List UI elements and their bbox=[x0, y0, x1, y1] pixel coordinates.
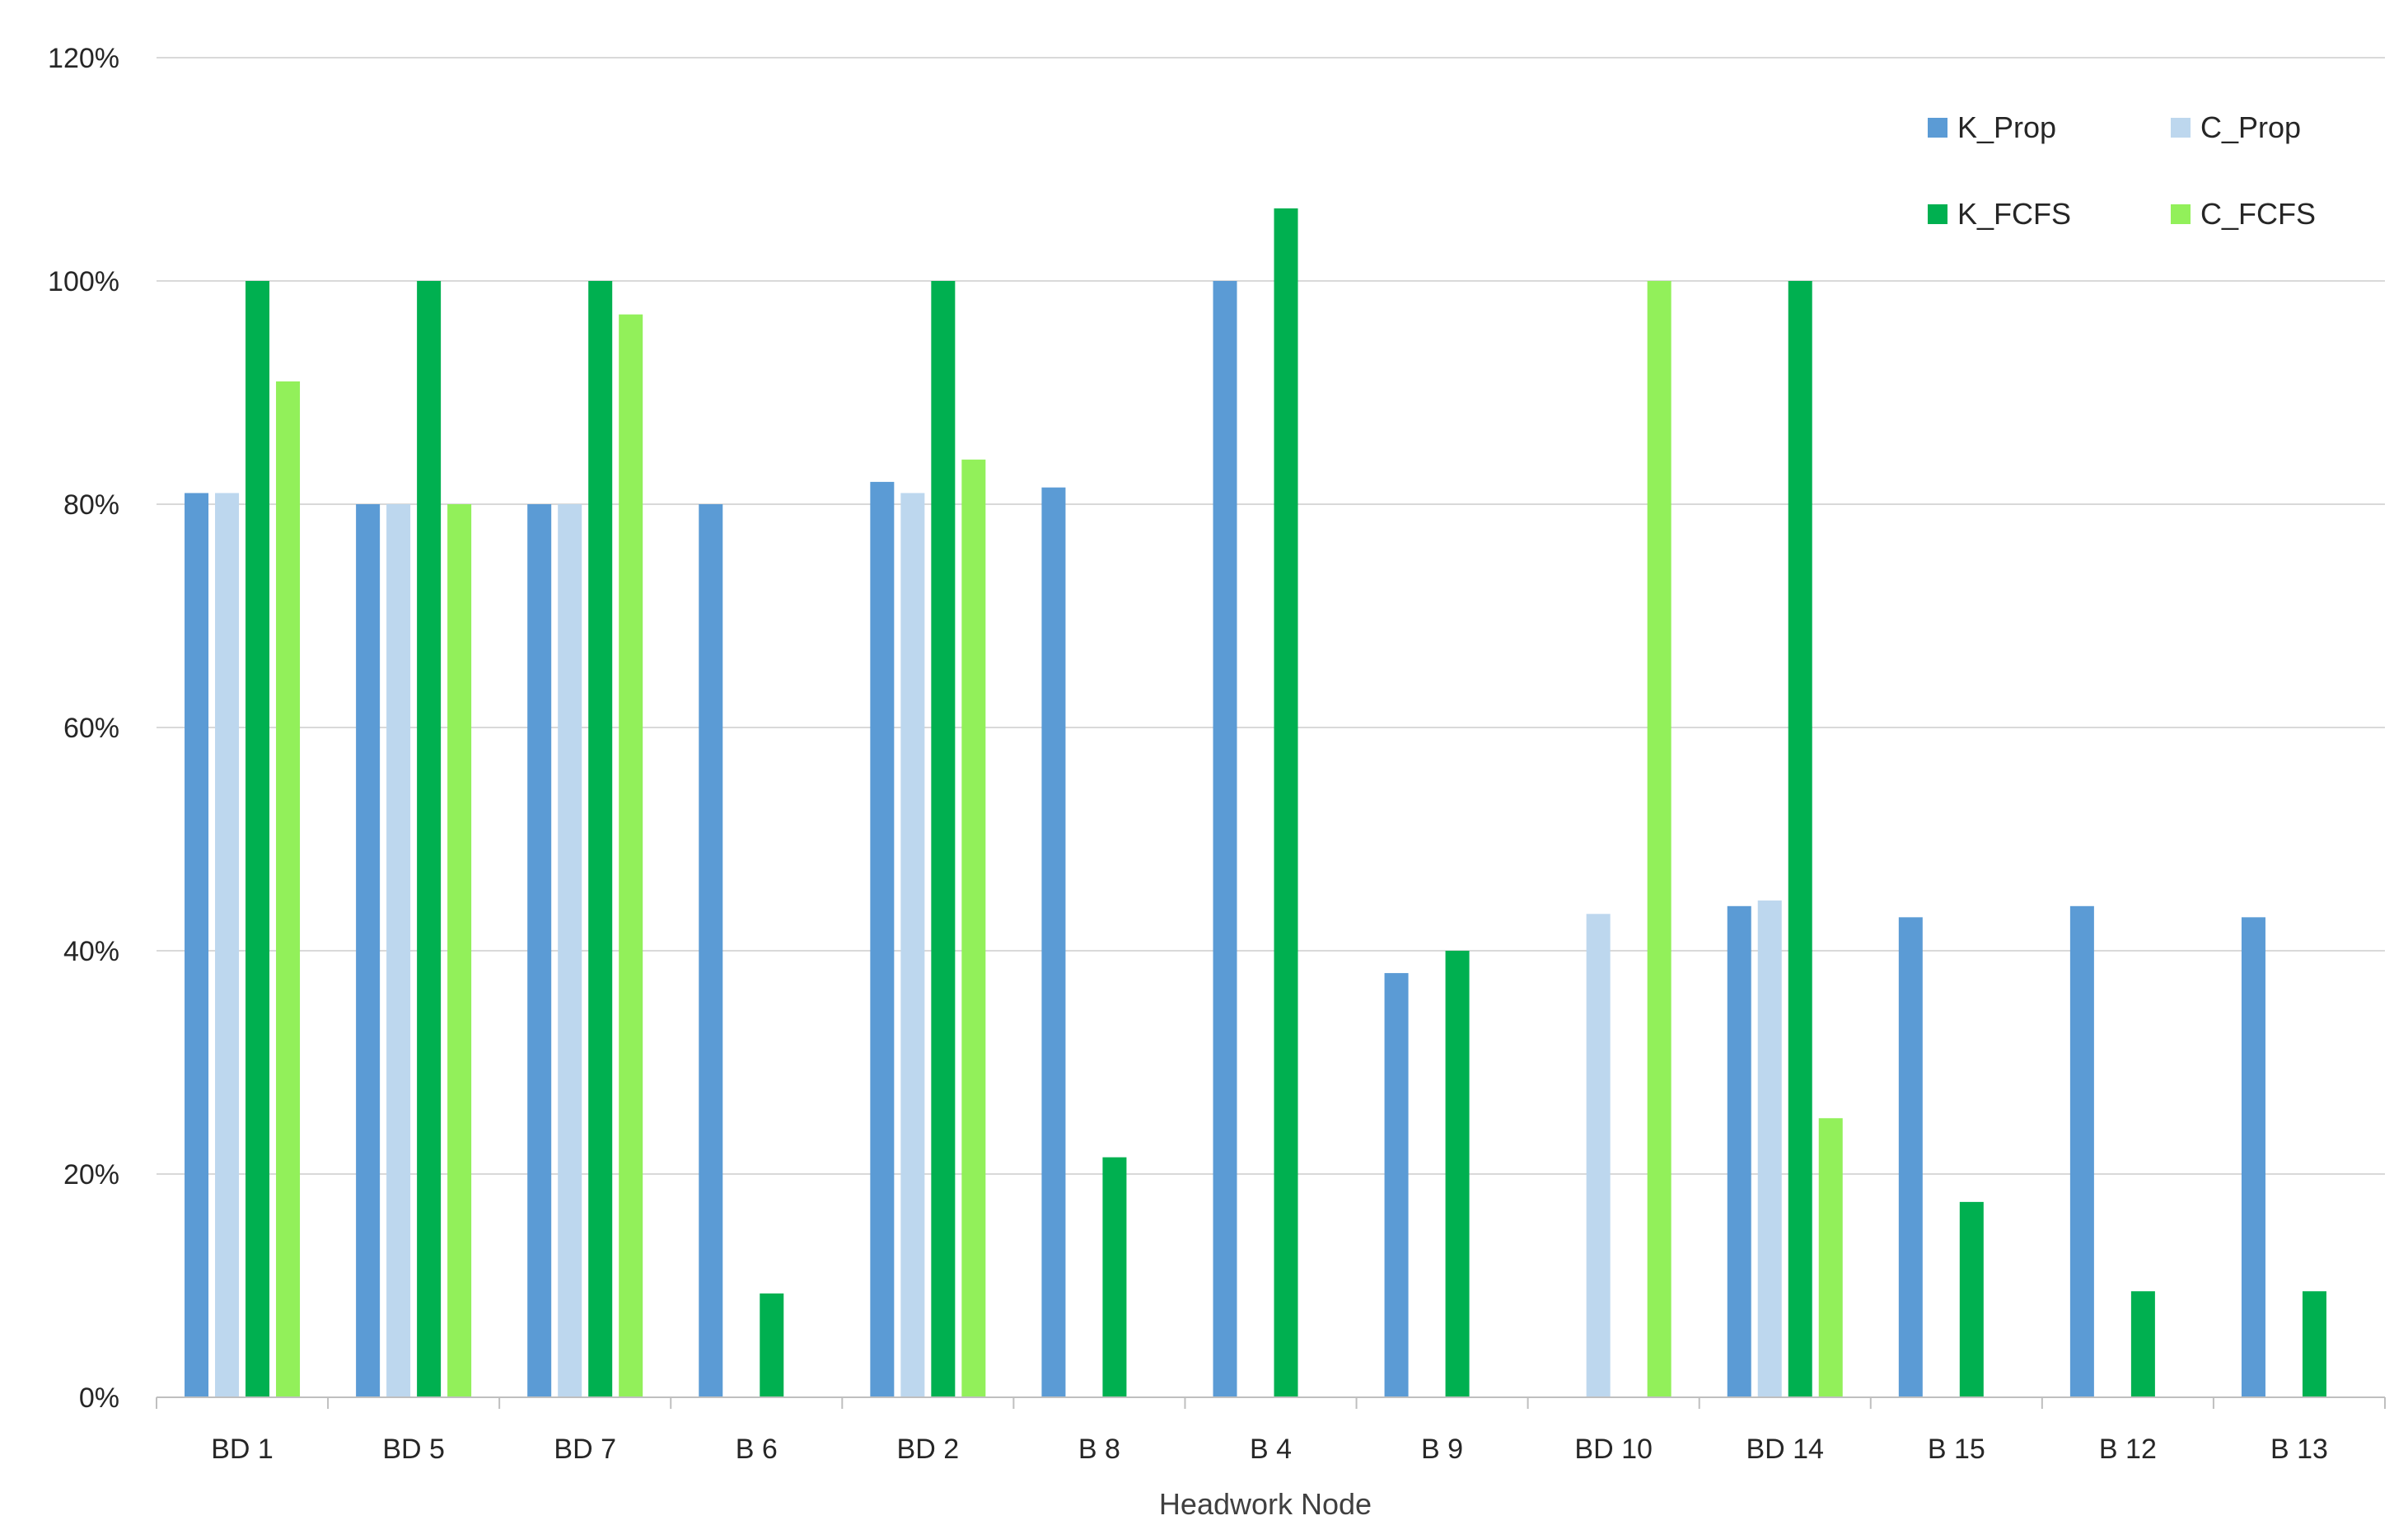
bar-k-fcfs bbox=[760, 1293, 784, 1397]
bar-k-prop bbox=[1898, 917, 1923, 1397]
x-tick-label: BD 1 bbox=[211, 1434, 274, 1465]
bar-k-fcfs bbox=[2302, 1291, 2326, 1397]
bar-c-prop bbox=[900, 493, 925, 1398]
legend-swatch-c-fcfs bbox=[2171, 204, 2191, 224]
bar-k-prop bbox=[699, 504, 723, 1397]
bar-k-fcfs bbox=[1788, 281, 1812, 1397]
y-tick-label: 0% bbox=[79, 1382, 119, 1414]
bar-c-fcfs bbox=[1818, 1118, 1843, 1397]
legend-label-c-prop: C_Prop bbox=[2200, 110, 2301, 144]
legend-swatch-k-fcfs bbox=[1928, 204, 1947, 224]
x-tick-label: B 4 bbox=[1250, 1434, 1292, 1465]
bar-k-prop bbox=[2069, 905, 2094, 1397]
bar-k-fcfs bbox=[588, 281, 613, 1397]
bar-k-fcfs bbox=[1274, 208, 1298, 1397]
bar-c-prop bbox=[1586, 914, 1611, 1397]
y-tick-label: 20% bbox=[63, 1159, 119, 1191]
bar-k-fcfs bbox=[1445, 951, 1470, 1397]
y-tick-label: 80% bbox=[63, 489, 119, 521]
bar-k-prop bbox=[1041, 487, 1066, 1397]
bar-c-fcfs bbox=[961, 459, 986, 1397]
bar-k-prop bbox=[527, 504, 552, 1397]
bar-k-fcfs bbox=[1959, 1201, 1984, 1397]
bar-c-fcfs bbox=[1647, 281, 1672, 1397]
bar-k-prop bbox=[356, 504, 381, 1397]
x-axis-title: Headwork Node bbox=[1159, 1487, 1372, 1521]
x-tick-label: BD 7 bbox=[554, 1434, 616, 1465]
bar-k-prop bbox=[1213, 281, 1237, 1397]
y-tick-label: 60% bbox=[63, 713, 119, 744]
bar-k-fcfs bbox=[1102, 1157, 1127, 1397]
bar-k-prop bbox=[1384, 973, 1409, 1397]
x-tick-label: B 6 bbox=[736, 1434, 778, 1465]
x-tick-label: BD 2 bbox=[897, 1434, 960, 1465]
bar-k-prop bbox=[870, 481, 895, 1397]
bar-c-fcfs bbox=[447, 504, 472, 1397]
y-tick-label: 120% bbox=[48, 43, 119, 74]
x-tick-label: BD 10 bbox=[1574, 1434, 1653, 1465]
bar-c-prop bbox=[215, 493, 240, 1398]
bar-c-prop bbox=[1757, 900, 1782, 1397]
bar-k-fcfs bbox=[417, 281, 442, 1397]
legend-label-k-prop: K_Prop bbox=[1957, 110, 2056, 144]
x-tick-label: B 12 bbox=[2099, 1434, 2157, 1465]
bar-k-fcfs bbox=[2130, 1291, 2155, 1397]
bar-k-prop bbox=[185, 493, 209, 1398]
legend-swatch-k-prop bbox=[1928, 118, 1947, 138]
bar-k-prop bbox=[1727, 905, 1751, 1397]
bar-k-fcfs bbox=[245, 281, 270, 1397]
y-tick-label: 40% bbox=[63, 936, 119, 967]
x-tick-label: BD 5 bbox=[382, 1434, 445, 1465]
x-tick-label: B 15 bbox=[1928, 1434, 1985, 1465]
bar-k-fcfs bbox=[931, 281, 956, 1397]
legend-swatch-c-prop bbox=[2171, 118, 2191, 138]
y-tick-label: 100% bbox=[48, 266, 119, 297]
axes: 0% 20% 40% 60% 80% 100% 120% BD 1 BD 5 BD 7 B 6 BD … bbox=[48, 43, 2386, 1465]
bars bbox=[185, 208, 2326, 1398]
bar-k-prop bbox=[2241, 917, 2265, 1397]
legend-label-c-fcfs: C_FCFS bbox=[2200, 197, 2316, 231]
legend: K_Prop C_Prop K_FCFS C_FCFS bbox=[1928, 110, 2316, 231]
bar-c-fcfs bbox=[619, 314, 643, 1397]
legend-label-k-fcfs: K_FCFS bbox=[1957, 197, 2071, 231]
bar-c-prop bbox=[386, 504, 411, 1397]
x-tick-label: B 9 bbox=[1421, 1434, 1463, 1465]
x-tick-label: B 13 bbox=[2270, 1434, 2328, 1465]
bar-c-prop bbox=[558, 504, 582, 1397]
x-tick-label: BD 14 bbox=[1746, 1434, 1824, 1465]
bar-c-fcfs bbox=[276, 381, 301, 1398]
x-tick-label: B 8 bbox=[1078, 1434, 1120, 1465]
